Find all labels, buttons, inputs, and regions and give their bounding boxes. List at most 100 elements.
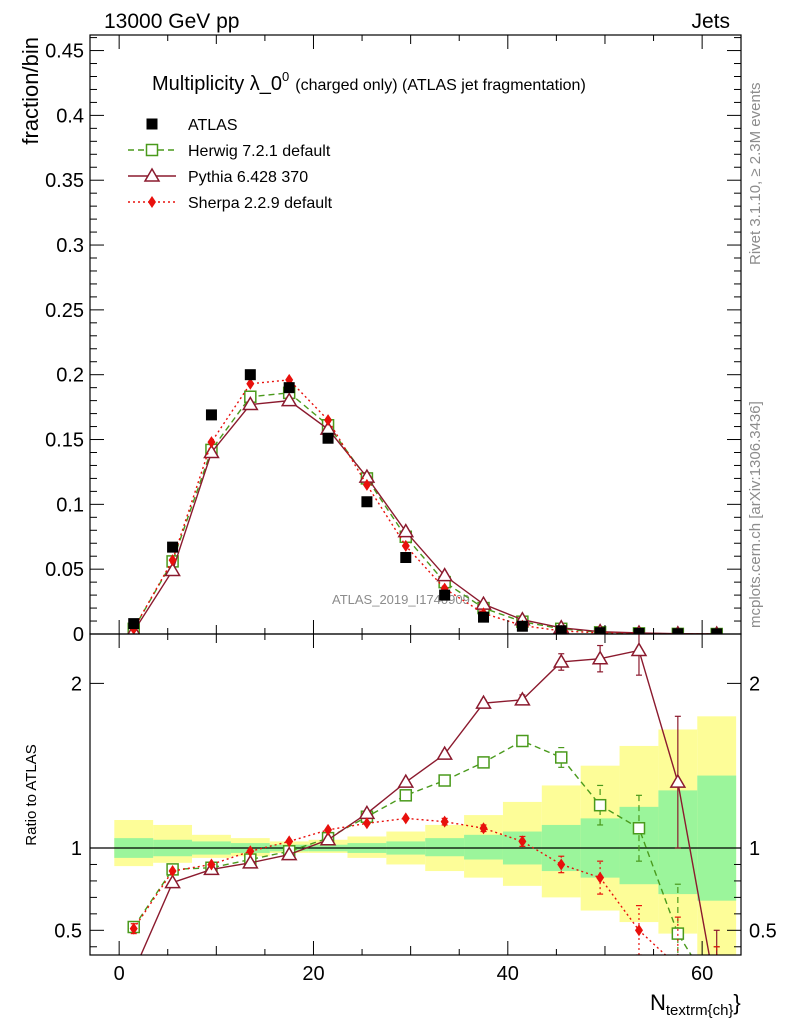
series-3-ratio-point-5 bbox=[324, 823, 333, 836]
series-2-ratio-point-12 bbox=[591, 650, 609, 665]
series-0-point-6 bbox=[361, 496, 373, 508]
series-3-point-5 bbox=[324, 414, 333, 427]
series-2-point-3 bbox=[242, 396, 259, 411]
process-label: Jets bbox=[691, 10, 730, 33]
series-2-point-8 bbox=[436, 567, 453, 582]
plot-title-rest: (charged only) (ATLAS jet fragmentation) bbox=[295, 77, 586, 94]
y-tick-label-9: 0.45 bbox=[45, 41, 84, 63]
series-3-ratio-point-1 bbox=[168, 865, 177, 878]
series-2-ratio-point-1 bbox=[164, 874, 181, 889]
series-0-point-2 bbox=[205, 409, 217, 421]
legend-label-2: Pythia 6.428 370 bbox=[188, 169, 308, 186]
series-0-point-1 bbox=[167, 541, 179, 553]
series-2-point-1 bbox=[164, 561, 181, 577]
series-3-ratio-point-3 bbox=[246, 845, 255, 858]
series-0-point-15 bbox=[711, 628, 723, 634]
series-0-point-8 bbox=[439, 589, 451, 601]
inner-band-8 bbox=[425, 838, 465, 857]
x-tick-label-2: 40 bbox=[497, 963, 519, 985]
series-2-ratio-point-5 bbox=[319, 831, 337, 846]
y-tick-label-1: 0.05 bbox=[45, 559, 84, 581]
ratio-y-axis-label: Ratio to ATLAS bbox=[23, 744, 40, 845]
y-tick-label-8: 0.4 bbox=[56, 105, 84, 127]
series-3-ratio-point-9 bbox=[479, 822, 488, 835]
series-3-ratio-point-0 bbox=[129, 922, 138, 935]
mcplots-label: mcplots.cern.ch [arXiv:1306.3436] bbox=[747, 401, 764, 628]
inner-band-15 bbox=[697, 775, 737, 901]
ratio-uncertainty-bands bbox=[114, 716, 737, 955]
ratio-tick-label-left-2: 2 bbox=[71, 673, 82, 695]
series-2-ratio-point-15 bbox=[710, 989, 724, 1001]
x-tick-label-1: 20 bbox=[302, 963, 324, 985]
series-3-ratio-point-4 bbox=[285, 835, 294, 848]
series-1-ratio-point-8 bbox=[438, 774, 451, 787]
series-0-point-13 bbox=[633, 627, 645, 634]
ratio-panel bbox=[90, 634, 741, 1002]
series-3-ratio-point-10 bbox=[518, 835, 527, 848]
energy-label: 13000 GeV pp bbox=[104, 10, 239, 33]
series-1-ratio-point-15 bbox=[711, 991, 722, 1002]
legend-label-0: ATLAS bbox=[188, 117, 238, 134]
legend-marker-2 bbox=[143, 167, 161, 182]
series-0-point-11 bbox=[555, 625, 567, 634]
series-1-ratio-point-12 bbox=[593, 798, 607, 812]
series-0-point-14 bbox=[672, 628, 684, 634]
series-3-ratio-point-12 bbox=[596, 871, 605, 884]
ratio-tick-label-right-0: 0.5 bbox=[749, 920, 777, 942]
series-2-ratio-point-4 bbox=[280, 846, 298, 861]
legend-label-3: Sherpa 2.2.9 default bbox=[188, 195, 333, 212]
x-axis-label-brace: } bbox=[733, 990, 740, 1015]
ratio-frame bbox=[89, 633, 742, 956]
series-2-ratio-point-9 bbox=[475, 694, 492, 709]
series-2-ratio-point-7 bbox=[397, 773, 415, 788]
series-2-ratio-point-10 bbox=[514, 691, 531, 706]
series-3-line bbox=[133, 379, 717, 634]
x-axis-label-sub: textrm{ch} bbox=[666, 1002, 734, 1019]
series-3-ratio-point-8 bbox=[440, 815, 449, 828]
series-0-point-12 bbox=[594, 627, 606, 634]
y-tick-label-0: 0 bbox=[73, 624, 84, 646]
x-tick-label-3: 60 bbox=[691, 963, 713, 985]
series-3-point-6 bbox=[362, 478, 371, 491]
series-3-ratio-point-7 bbox=[401, 812, 410, 825]
series-3-point-7 bbox=[401, 539, 410, 552]
series-2-ratio-line bbox=[140, 649, 710, 955]
series-2-ratio-point-8 bbox=[436, 745, 453, 760]
series-3-ratio-point-11 bbox=[557, 858, 566, 871]
series-3-point-2 bbox=[207, 436, 216, 449]
x-tick-label-0: 0 bbox=[114, 963, 125, 985]
y-tick-label-7: 0.35 bbox=[45, 170, 84, 192]
series-3-ratio-point-15 bbox=[713, 990, 721, 1002]
series-1-ratio-point-10 bbox=[516, 734, 529, 748]
plot-title-main: Multiplicity λ_0 bbox=[152, 73, 282, 95]
series-2-point-7 bbox=[397, 523, 415, 538]
x-axis-label: Ntextrm{ch}} bbox=[650, 990, 741, 1019]
series-2-point-4 bbox=[280, 392, 298, 407]
analysis-watermark: ATLAS_2019_I1740909 bbox=[332, 592, 470, 607]
series-3-point-3 bbox=[246, 377, 255, 390]
series-3-ratio-point-13 bbox=[634, 924, 643, 937]
series-1-ratio-point-13 bbox=[632, 821, 646, 835]
y-tick-label-6: 0.3 bbox=[56, 235, 84, 257]
plot-title-sup: 0 bbox=[282, 69, 289, 84]
main-panel bbox=[127, 369, 723, 634]
plot-title: Multiplicity λ_00 (charged only) (ATLAS j… bbox=[152, 69, 586, 95]
legend: ATLAS Herwig 7.2.1 default Pythia 6.428 37… bbox=[128, 117, 333, 212]
series-2-ratio-point-13 bbox=[630, 641, 648, 657]
series-3-point-1 bbox=[168, 554, 177, 567]
series-1-ratio-point-11 bbox=[554, 751, 568, 764]
series-1-ratio-line bbox=[133, 740, 692, 955]
y-tick-label-5: 0.25 bbox=[45, 300, 84, 322]
x-axis-label-main: N bbox=[650, 990, 666, 1015]
y-tick-label-4: 0.2 bbox=[56, 365, 84, 387]
series-0-point-5 bbox=[322, 432, 334, 444]
ratio-tick-label-right-1: 1 bbox=[749, 838, 760, 860]
series-0-point-4 bbox=[283, 382, 295, 394]
y-tick-label-2: 0.1 bbox=[56, 494, 84, 516]
series-2-ratio-point-11 bbox=[552, 653, 570, 668]
series-1-ratio-point-9 bbox=[477, 756, 490, 769]
series-3-ratio-point-6 bbox=[362, 817, 371, 830]
rivet-label: Rivet 3.1.10, ≥ 2.3M events bbox=[747, 83, 764, 266]
y-tick-label-3: 0.15 bbox=[45, 430, 84, 452]
legend-marker-1 bbox=[145, 143, 159, 157]
